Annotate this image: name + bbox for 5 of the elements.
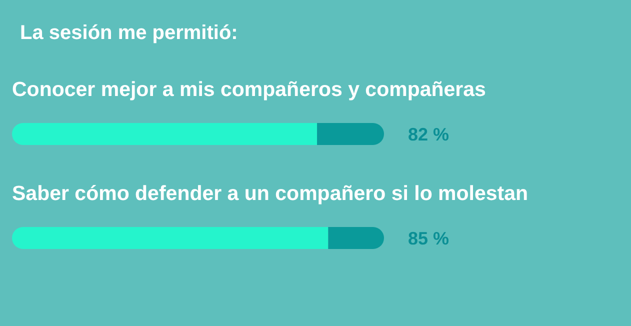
y-tick-label: Conocer mejor a mis compañeros y compañeras xyxy=(12,78,486,101)
y-tick-label: Saber cómo defender a un compañero si lo molestan xyxy=(12,182,528,205)
data-label: 85 % xyxy=(408,228,450,248)
chart-title: La sesión me permitió: xyxy=(20,22,238,45)
data-label: 82 % xyxy=(408,124,450,144)
